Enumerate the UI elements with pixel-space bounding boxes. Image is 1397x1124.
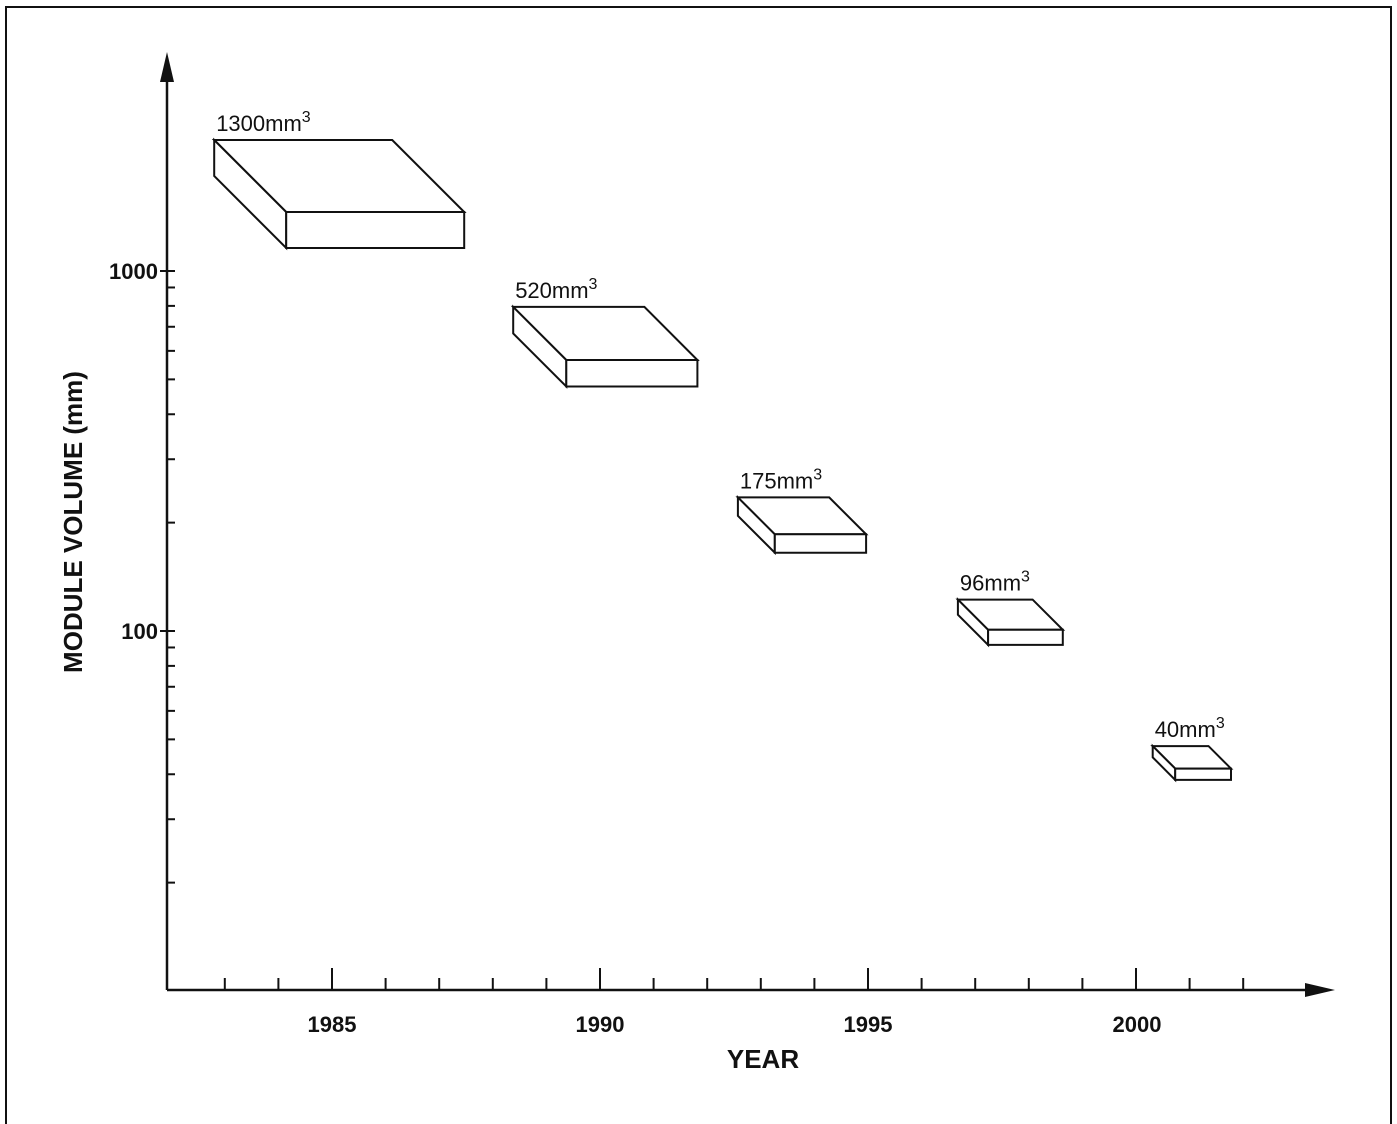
volume-label-96: 96mm3 (960, 569, 1030, 596)
volume-superscript: 3 (589, 276, 598, 293)
y-tick-label-1000: 1000 (109, 259, 158, 284)
volume-superscript: 3 (1021, 569, 1030, 586)
box-front-face (1174, 767, 1232, 781)
y-tick-label-100: 100 (121, 619, 158, 644)
tick-labels: 1985 1990 1995 2000 1000 100 (109, 259, 1161, 1037)
x-tick-label-1985: 1985 (308, 1012, 357, 1037)
y-axis-title: MODULE VOLUME (mm) (58, 371, 88, 673)
volume-superscript: 3 (1216, 715, 1225, 732)
volume-value: 40mm (1155, 717, 1216, 742)
volume-value: 96mm (960, 571, 1021, 596)
volume-box-96: 96mm3 (955, 569, 1066, 648)
volume-value: 175mm (740, 468, 813, 493)
volume-superscript: 3 (813, 466, 822, 483)
axes (160, 52, 1335, 997)
y-minor-ticks (160, 270, 175, 884)
x-tick-label-2000: 2000 (1113, 1012, 1162, 1037)
volume-label-1300: 1300mm3 (216, 109, 311, 136)
x-axis-title: YEAR (727, 1044, 799, 1074)
volume-box-520: 520mm3 (510, 276, 700, 389)
x-ticks (223, 968, 1245, 990)
chart-frame (5, 6, 1392, 1124)
x-axis-arrow-icon (1305, 983, 1335, 997)
box-front-face (987, 628, 1064, 646)
x-tick-label-1990: 1990 (576, 1012, 625, 1037)
volume-label-175: 175mm3 (740, 466, 822, 493)
y-axis-arrow-icon (160, 52, 174, 82)
box-front-face (773, 533, 868, 554)
volume-box-175: 175mm3 (735, 466, 869, 556)
volume-superscript: 3 (302, 109, 311, 126)
box-front-face (285, 211, 466, 249)
volume-box-1300: 1300mm3 (211, 109, 467, 251)
volume-box-40: 40mm3 (1150, 715, 1234, 783)
axis-titles: YEAR MODULE VOLUME (mm) (58, 371, 799, 1074)
volume-label-520: 520mm3 (515, 276, 597, 303)
volume-value: 1300mm (216, 111, 302, 136)
volume-value: 520mm (515, 278, 588, 303)
box-front-face (565, 359, 699, 388)
volume-label-40: 40mm3 (1155, 715, 1225, 742)
x-tick-label-1995: 1995 (844, 1012, 893, 1037)
